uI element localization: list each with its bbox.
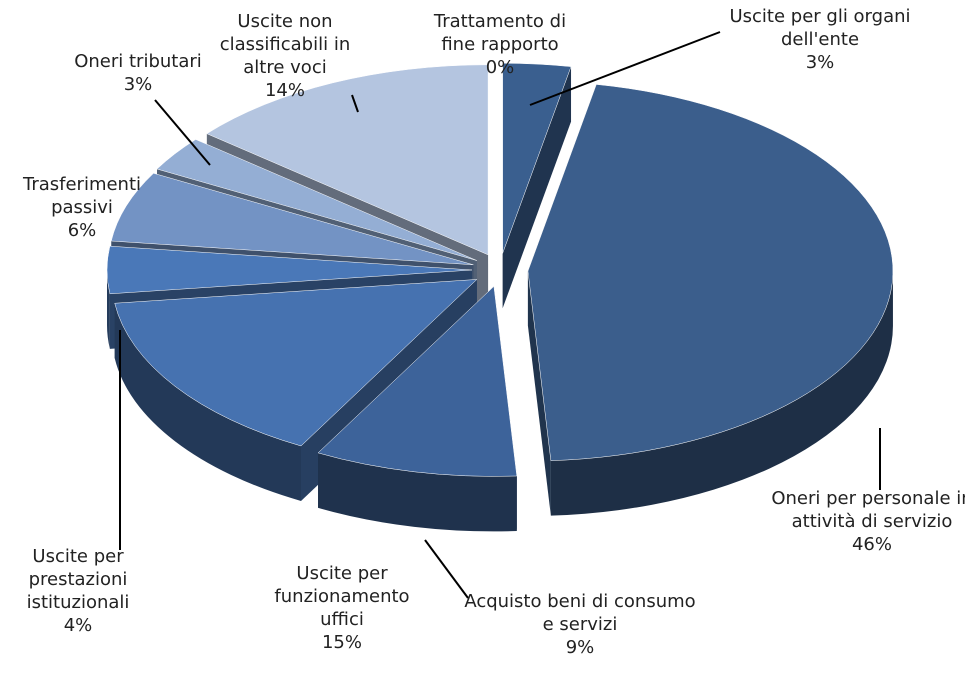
slice-wall — [107, 270, 110, 349]
pie-slice — [114, 279, 478, 447]
slice-wall — [114, 303, 302, 501]
slice-wall — [550, 271, 893, 516]
value-label: 14% — [264, 80, 305, 101]
leader-line — [424, 539, 469, 599]
pie-slice — [206, 64, 489, 256]
value-label: 3% — [805, 52, 835, 73]
slice-label: Trasferimenti passivi 6% — [7, 173, 157, 242]
value-label: 3% — [123, 74, 153, 95]
slice-label: Uscite per prestazioni istituzionali 4% — [3, 545, 153, 637]
slice-label: Uscite non classificabili in altre voci 1… — [205, 10, 365, 102]
category-label: Trasferimenti passivi — [22, 174, 142, 218]
slice-label: Uscite per gli organi dell'ente 3% — [715, 5, 925, 74]
leader-line — [529, 31, 721, 106]
pie-slice — [106, 245, 473, 295]
value-label: 9% — [565, 637, 595, 658]
leader-line — [351, 94, 359, 113]
category-label: Oneri per personale in attività di servi… — [771, 488, 965, 532]
slice-label: Oneri tributari 3% — [53, 50, 223, 96]
slice-wall — [318, 452, 517, 532]
pie-slice — [527, 84, 894, 461]
slice-side — [527, 271, 551, 516]
category-label: Uscite per gli organi dell'ente — [729, 6, 911, 50]
value-label: 0% — [485, 57, 515, 78]
slice-label: Uscite per funzionamento uffici 15% — [262, 562, 422, 654]
pie-slice — [317, 285, 518, 477]
pie-slice — [156, 139, 477, 261]
category-label: Acquisto beni di consumo e servizi — [464, 591, 696, 635]
value-label: 15% — [321, 632, 362, 653]
value-label: 6% — [67, 220, 97, 241]
slice-label: Acquisto beni di consumo e servizi 9% — [460, 590, 700, 659]
category-label: Oneri tributari — [74, 51, 202, 72]
category-label: Trattamento di fine rapporto — [433, 11, 567, 55]
slice-label: Oneri per personale in attività di servi… — [767, 487, 965, 556]
leader-line — [154, 99, 211, 166]
category-label: Uscite non classificabili in altre voci — [219, 11, 351, 78]
slice-label: Trattamento di fine rapporto 0% — [415, 10, 585, 79]
value-label: 46% — [851, 534, 892, 555]
pie-slice — [502, 63, 572, 254]
category-label: Uscite per funzionamento uffici — [274, 563, 410, 630]
pie-slice — [110, 172, 474, 266]
category-label: Uscite per prestazioni istituzionali — [26, 546, 130, 613]
slice-side — [502, 66, 572, 309]
value-label: 4% — [63, 615, 93, 636]
